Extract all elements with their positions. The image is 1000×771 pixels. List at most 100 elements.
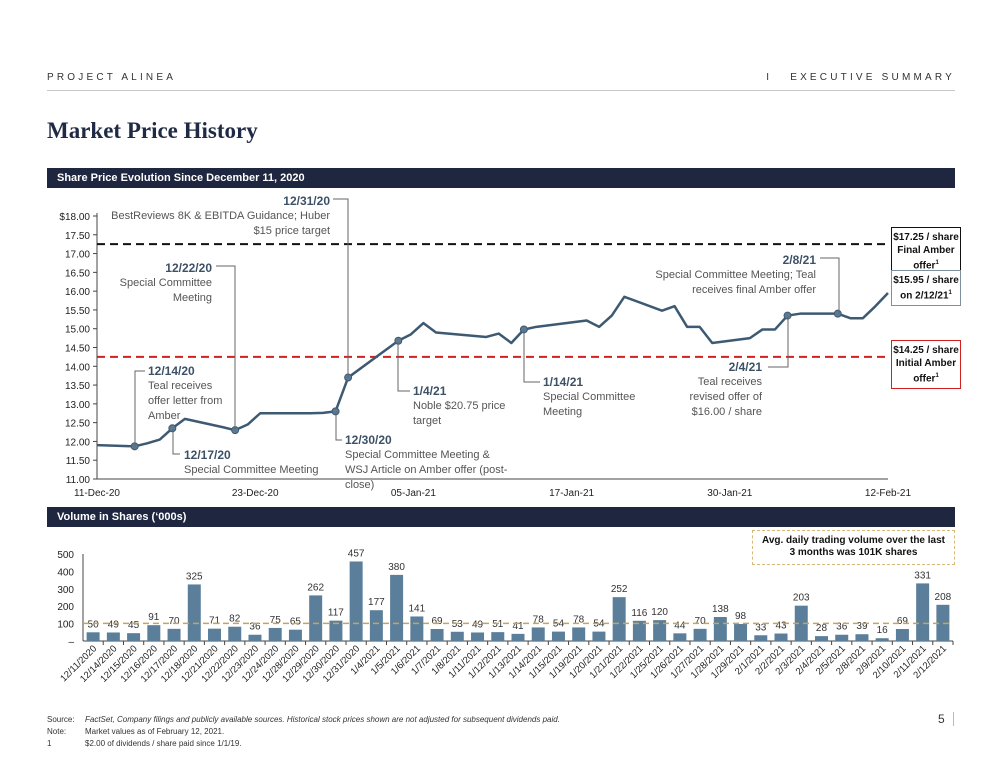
annotation-2-4: 2/4/21 Teal receives revised offer of $16… bbox=[689, 360, 762, 418]
annotation-12-14: 12/14/20 Teal receives offer letter from … bbox=[148, 364, 223, 422]
bar-value-label: 116 bbox=[631, 608, 647, 619]
bar-value-label: 70 bbox=[168, 616, 180, 627]
x-tick-label: 23-Dec-20 bbox=[232, 488, 279, 499]
volume-bar bbox=[106, 632, 120, 641]
annotation-12-31: 12/31/20 BestReviews 8K & EBITDA Guidance… bbox=[111, 194, 330, 237]
volume-bar bbox=[187, 584, 201, 641]
bar-value-label: 39 bbox=[856, 621, 868, 632]
volume-bar bbox=[288, 629, 302, 641]
x-tick-label: 30-Jan-21 bbox=[707, 488, 752, 499]
y-tick-label: 500 bbox=[57, 550, 74, 561]
volume-bar bbox=[855, 634, 869, 641]
annotation-2-8: 2/8/21 Special Committee Meeting; Teal re… bbox=[655, 253, 816, 296]
volume-bar bbox=[268, 627, 282, 641]
footnote-note: Note: Market values as of February 12, 20… bbox=[47, 727, 225, 736]
y-tick-label: 17.50 bbox=[65, 231, 90, 242]
y-tick-label: 15.50 bbox=[65, 306, 90, 317]
volume-bar bbox=[147, 625, 161, 641]
y-tick-label: 17.00 bbox=[65, 250, 90, 261]
volume-bar bbox=[713, 616, 727, 641]
current-price-callout: $15.95 / share on 2/12/211 bbox=[891, 270, 961, 307]
bar-value-label: 65 bbox=[290, 617, 302, 628]
volume-bar bbox=[835, 634, 849, 641]
annotation-12-17: 12/17/20 Special Committee Meeting bbox=[184, 448, 319, 476]
bar-value-label: 208 bbox=[935, 592, 952, 603]
bar-value-label: 44 bbox=[674, 620, 686, 631]
bar-value-label: 325 bbox=[186, 571, 203, 582]
volume-bar bbox=[390, 574, 404, 641]
y-tick-label: 13.00 bbox=[65, 400, 90, 411]
bar-value-label: 262 bbox=[307, 582, 324, 593]
bar-value-label: 69 bbox=[897, 616, 909, 627]
final-offer-callout: $17.25 / share Final Amber offer1 bbox=[891, 227, 961, 277]
event-marker bbox=[833, 309, 842, 318]
bar-value-label: 69 bbox=[432, 616, 444, 627]
bar-value-label: 78 bbox=[573, 614, 585, 625]
y-tick-label: 13.50 bbox=[65, 381, 90, 392]
bar-value-label: 71 bbox=[209, 616, 221, 627]
bar-value-label: 53 bbox=[452, 619, 464, 630]
bar-value-label: 457 bbox=[348, 548, 365, 559]
y-tick-label: 12.50 bbox=[65, 419, 90, 430]
bar-value-label: 331 bbox=[914, 570, 931, 581]
y-tick-label: 12.00 bbox=[65, 437, 90, 448]
volume-bar bbox=[208, 628, 222, 641]
bar-value-label: 138 bbox=[712, 604, 729, 615]
bar-value-label: 28 bbox=[816, 623, 828, 634]
y-tick-label: 11.50 bbox=[66, 456, 91, 467]
volume-bar bbox=[86, 632, 100, 641]
volume-bar bbox=[511, 633, 525, 641]
footnote-source: Source: FactSet, Company filings and publ… bbox=[47, 715, 560, 724]
volume-bar bbox=[754, 635, 768, 641]
volume-bar bbox=[794, 605, 808, 641]
price-section-bar: Share Price Evolution Since December 11,… bbox=[47, 168, 955, 188]
footnotes: Source: FactSet, Company filings and publ… bbox=[47, 714, 560, 750]
volume-bar bbox=[653, 620, 667, 641]
bar-value-label: 203 bbox=[793, 593, 810, 604]
volume-bar bbox=[410, 616, 424, 641]
event-marker bbox=[168, 424, 177, 433]
bar-value-label: 70 bbox=[695, 616, 707, 627]
volume-bar bbox=[491, 632, 505, 641]
volume-bar bbox=[572, 627, 586, 641]
annotation-1-4: 1/4/21 Noble $20.75 price target bbox=[413, 384, 506, 427]
bar-value-label: 54 bbox=[593, 619, 605, 630]
volume-bar bbox=[450, 631, 464, 641]
volume-section-bar: Volume in Shares (‘000s) bbox=[47, 507, 955, 527]
bar-value-label: 82 bbox=[229, 614, 241, 625]
bar-value-label: 91 bbox=[148, 612, 160, 623]
volume-bar bbox=[693, 628, 707, 641]
volume-bar bbox=[895, 628, 909, 641]
page-title: Market Price History bbox=[47, 118, 258, 143]
volume-bar bbox=[734, 623, 748, 641]
y-tick-label: 16.50 bbox=[65, 268, 90, 279]
y-tick-label: 200 bbox=[57, 602, 74, 613]
y-tick-label: 16.00 bbox=[65, 287, 90, 298]
y-tick-label: 11.00 bbox=[66, 475, 91, 486]
bar-value-label: 33 bbox=[755, 622, 767, 633]
bar-value-label: 45 bbox=[128, 620, 140, 631]
volume-bar bbox=[774, 633, 788, 641]
volume-bar bbox=[673, 633, 687, 641]
volume-bar bbox=[916, 583, 930, 641]
volume-bar bbox=[228, 626, 242, 641]
volume-bar bbox=[167, 628, 181, 641]
bar-value-label: 117 bbox=[328, 608, 344, 619]
bar-value-label: 16 bbox=[877, 625, 889, 636]
page-number: 5 bbox=[938, 712, 954, 726]
y-tick-label: 100 bbox=[57, 620, 74, 631]
volume-bar bbox=[875, 638, 889, 641]
volume-bar bbox=[612, 597, 626, 641]
bar-value-label: 120 bbox=[651, 607, 668, 618]
volume-bar bbox=[127, 633, 141, 641]
bar-value-label: 380 bbox=[388, 562, 405, 573]
volume-bar bbox=[248, 634, 262, 641]
x-tick-label: 05-Jan-21 bbox=[391, 488, 436, 499]
volume-bar bbox=[531, 627, 545, 641]
volume-bar bbox=[632, 620, 646, 641]
y-tick-label: 14.50 bbox=[65, 344, 90, 355]
volume-bar bbox=[329, 620, 343, 641]
annotation-12-30: 12/30/20 Special Committee Meeting & WSJ … bbox=[345, 433, 508, 491]
x-tick-label: 11-Dec-20 bbox=[74, 488, 120, 499]
